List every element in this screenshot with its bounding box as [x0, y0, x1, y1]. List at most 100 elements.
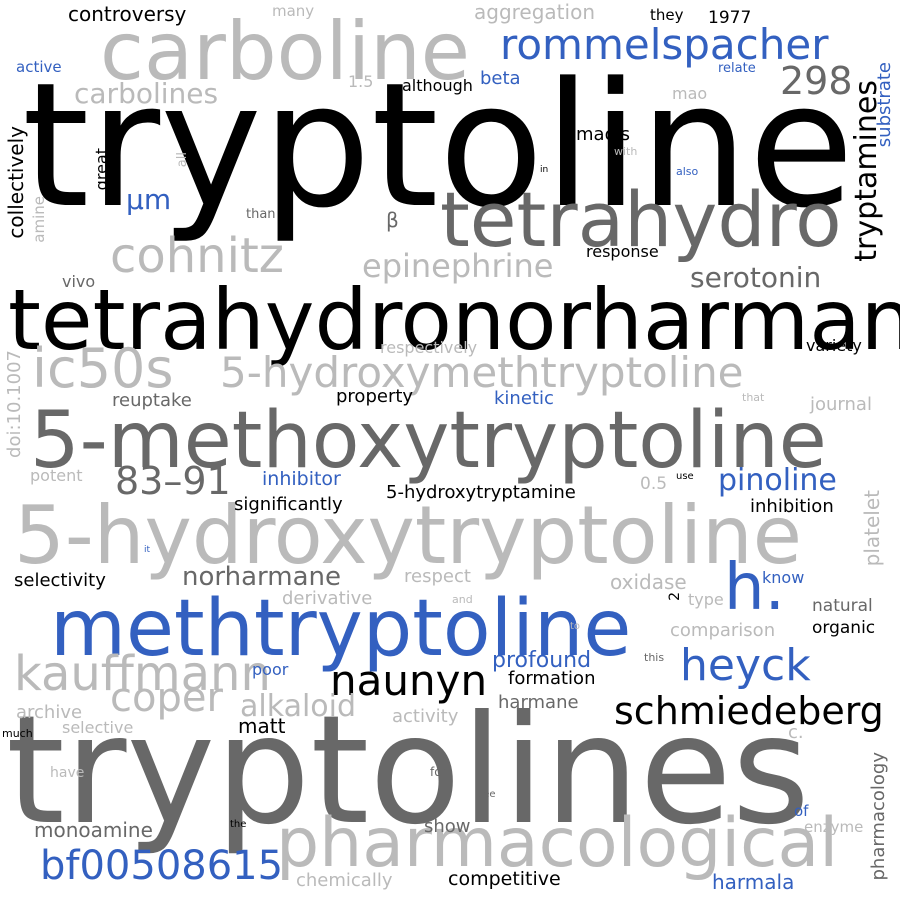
word-amine: amine — [30, 196, 48, 243]
word-comparison: comparison — [670, 620, 776, 641]
word-tryptoline: tryptoline — [22, 45, 855, 246]
word-2: 2 — [667, 592, 683, 601]
word-tetrahydronorharmane: tetrahydronorharmane — [8, 271, 900, 369]
word-monoamine: monoamine — [34, 818, 153, 842]
word-cohnitz: cohnitz — [110, 228, 284, 284]
word-in: in — [540, 165, 549, 175]
word-platelet: platelet — [860, 490, 884, 567]
word-many: many — [272, 2, 315, 20]
word-naunyn: naunyn — [330, 656, 488, 705]
word-mu-m: μm — [126, 183, 172, 216]
word-than: than — [246, 207, 276, 222]
word-1977: 1977 — [708, 8, 752, 28]
word-controversy: controversy — [68, 2, 187, 26]
word-epinephrine: epinephrine — [362, 247, 554, 285]
word-carboline: carboline — [100, 5, 470, 98]
word-pinoline: pinoline — [718, 463, 837, 498]
word-with: with — [614, 145, 638, 158]
word-oxidase: oxidase — [610, 570, 687, 594]
word-heyck: heyck — [680, 640, 811, 691]
word-profound: profound — [492, 648, 592, 673]
word-298: 298 — [780, 59, 853, 103]
word-although: although — [402, 76, 473, 95]
word-see: see — [478, 789, 496, 800]
word-pharmacology: pharmacology — [868, 752, 889, 881]
word-norharmane: norharmane — [182, 562, 341, 592]
word-h.: h. — [724, 551, 785, 625]
word-tetrahydro: tetrahydro — [440, 175, 842, 264]
word-great: great — [92, 148, 111, 191]
word-know: know — [762, 568, 805, 587]
word-it: it — [144, 545, 151, 555]
word-also: also — [676, 165, 699, 178]
word-to: to — [570, 621, 581, 632]
word-response: response — [586, 242, 659, 261]
word-reuptake: reuptake — [112, 390, 192, 411]
word-of: of — [794, 802, 809, 820]
word-5-methoxytryptoline: 5-methoxytryptoline — [30, 396, 827, 486]
word-vivo: vivo — [62, 272, 96, 291]
word-selective: selective — [62, 718, 134, 737]
word-enzyme: enzyme — [804, 818, 864, 836]
word-carbolines: carbolines — [74, 77, 219, 110]
word-5-hydroxytryptoline: 5-hydroxytryptoline — [14, 489, 802, 582]
word-serotonin: serotonin — [690, 261, 822, 294]
word-have: have — [50, 765, 85, 781]
word-0.5: 0.5 — [640, 474, 668, 494]
word-for: for — [430, 765, 447, 779]
word-1.5: 1.5 — [348, 72, 374, 91]
word-chemically: chemically — [296, 870, 393, 891]
word-83-91: 83–91 — [115, 459, 231, 503]
word-harmala: harmala — [712, 870, 795, 894]
word-this: this — [644, 651, 665, 664]
word-schmiedeberg: schmiedeberg — [614, 689, 884, 733]
word-formation: formation — [508, 668, 596, 689]
word-tryptolines: tryptolines — [6, 684, 810, 858]
word-significantly: significantly — [234, 494, 343, 515]
word-all: all — [175, 152, 190, 168]
word-c.: c. — [788, 722, 804, 743]
word-property: property — [336, 386, 414, 407]
word-harmane: harmane — [498, 692, 579, 713]
word-respectively: respectively — [380, 338, 478, 357]
word-pharmacological: pharmacological — [276, 804, 839, 883]
word-and: and — [452, 593, 473, 606]
word-show: show — [424, 816, 471, 837]
word-poor: poor — [252, 660, 289, 679]
word-derivative: derivative — [282, 588, 373, 609]
word-kinetic: kinetic — [494, 388, 554, 409]
word-doi-10.1007: doi:10.1007 — [4, 350, 25, 458]
word-bf00508615: bf00508615 — [40, 843, 284, 889]
word-journal: journal — [810, 394, 872, 415]
word-archive: archive — [16, 702, 83, 723]
word-maois: maois — [576, 124, 630, 145]
word-variety: variety — [806, 336, 862, 355]
word-they: they — [650, 6, 684, 24]
word-potent: potent — [30, 466, 83, 485]
word-active: active — [16, 58, 62, 76]
word-selectivity: selectivity — [14, 570, 106, 591]
word-much: much — [2, 727, 33, 740]
word-beta: beta — [480, 68, 521, 89]
word-respect: respect — [404, 566, 471, 587]
word-kauffmann: kauffmann — [14, 646, 271, 702]
word-organic: organic — [812, 618, 876, 638]
word-that: that — [742, 391, 765, 404]
word-mao: mao — [672, 84, 708, 103]
word-rommelspacher: rommelspacher — [500, 20, 829, 69]
word-beta-symbol: β — [386, 208, 399, 232]
word-use: use — [676, 471, 694, 482]
word-activity: activity — [392, 706, 459, 727]
word-matt: matt — [238, 714, 286, 738]
word-competitive: competitive — [448, 868, 561, 890]
word-coper: coper — [110, 675, 223, 721]
word-inhibitor: inhibitor — [262, 468, 341, 490]
word-ic50s: ic50s — [32, 337, 174, 400]
word-alkaloid: alkaloid — [240, 689, 357, 724]
word-the: the — [230, 819, 247, 830]
word-aggregation: aggregation — [474, 0, 595, 24]
word-type: type — [688, 590, 724, 609]
word-natural: natural — [812, 596, 873, 616]
word-5-hydroxymethtryptoline: 5-hydroxymethtryptoline — [220, 348, 744, 397]
